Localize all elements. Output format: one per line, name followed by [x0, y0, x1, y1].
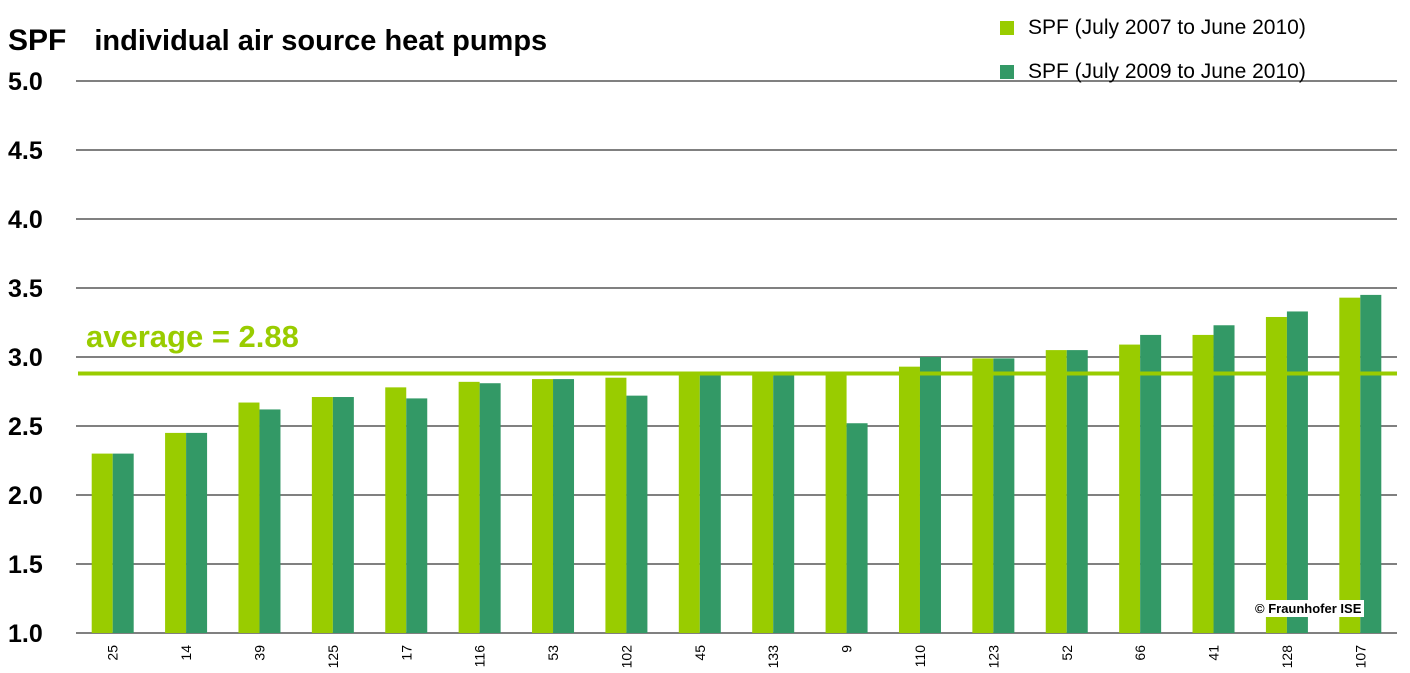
bar-series-2-45 [699, 373, 721, 633]
y-tick-label: 3.0 [8, 344, 43, 372]
average-line-group: average = 2.88 [78, 319, 1397, 376]
bar-series-1-39 [238, 402, 260, 633]
bar-series-1-53 [532, 379, 554, 633]
legend-swatch-series-2 [1000, 65, 1014, 79]
bar-series-1-110 [898, 366, 920, 633]
bar-series-1-14 [165, 432, 187, 633]
legend-label-series-1: SPF (July 2007 to June 2010) [1028, 16, 1306, 39]
legend-item-series-2: SPF (July 2009 to June 2010) [1000, 50, 1306, 94]
x-tick-label: 41 [1206, 645, 1222, 661]
x-tick-label: 17 [398, 645, 414, 661]
bar-series-2-9 [846, 423, 868, 633]
y-tick-label: 2.5 [8, 413, 43, 441]
x-tick-label: 52 [1059, 645, 1075, 661]
bar-series-2-39 [259, 409, 281, 633]
legend: SPF (July 2007 to June 2010) SPF (July 2… [1000, 6, 1306, 94]
x-tick-label: 123 [985, 645, 1001, 669]
bar-series-2-107 [1360, 294, 1382, 633]
x-tick-label: 110 [912, 645, 928, 668]
bars [91, 294, 1382, 633]
bar-series-1-25 [91, 453, 113, 633]
bar-series-1-17 [385, 387, 407, 633]
x-tick-label: 53 [545, 645, 561, 661]
bar-series-1-9 [825, 372, 847, 633]
x-tick-label: 39 [251, 645, 267, 661]
bar-series-2-125 [332, 397, 354, 633]
bar-series-2-110 [919, 357, 941, 633]
bar-series-2-133 [773, 373, 795, 633]
bar-series-2-116 [479, 383, 501, 633]
bar-series-1-133 [752, 373, 774, 633]
y-tick-label: 1.0 [8, 620, 43, 648]
legend-swatch-series-1 [1000, 21, 1014, 35]
x-tick-label: 66 [1132, 645, 1148, 661]
legend-label-series-2: SPF (July 2009 to June 2010) [1028, 60, 1306, 83]
x-tick-label: 107 [1352, 645, 1368, 669]
title-row: SPF individual air source heat pumps [8, 24, 547, 58]
average-label: average = 2.88 [86, 319, 299, 354]
y-tick-label: 1.5 [8, 551, 43, 579]
bar-series-1-66 [1119, 344, 1141, 633]
x-tick-label: 116 [472, 645, 488, 668]
bar-series-1-125 [311, 397, 333, 633]
chart-title: individual air source heat pumps [94, 25, 548, 57]
bar-series-2-53 [553, 379, 575, 633]
bar-series-1-45 [678, 373, 700, 633]
bar-series-1-102 [605, 377, 627, 633]
x-tick-labels: 25 14 39 125 17 116 53 102 45 133 9 110 123 52 66 41 128… [105, 645, 1369, 669]
legend-item-series-1: SPF (July 2007 to June 2010) [1000, 6, 1306, 50]
copyright-annotation: © Fraunhofer ISE [1252, 600, 1365, 617]
bar-series-2-66 [1140, 334, 1162, 633]
bar-series-2-14 [186, 432, 208, 633]
bar-series-2-41 [1213, 325, 1235, 633]
bar-series-1-107 [1339, 297, 1361, 633]
bar-series-2-128 [1286, 311, 1308, 633]
y-tick-label: 5.0 [8, 68, 43, 96]
x-tick-label: 45 [692, 645, 708, 661]
y-tick-labels: 1.0 1.5 2.0 2.5 3.0 3.5 4.0 4.5 5.0 [8, 68, 43, 648]
bar-series-2-102 [626, 395, 648, 633]
y-axis-label: SPF [8, 24, 67, 57]
bar-series-2-123 [993, 358, 1015, 633]
y-tick-label: 2.0 [8, 482, 43, 510]
y-tick-label: 4.0 [8, 206, 43, 234]
x-tick-label: 128 [1279, 645, 1295, 669]
x-tick-label: 133 [765, 645, 781, 669]
y-tick-label: 3.5 [8, 275, 43, 303]
x-tick-label: 25 [105, 645, 121, 661]
bar-series-1-52 [1045, 350, 1067, 633]
bar-series-2-17 [406, 398, 428, 633]
bar-series-2-52 [1066, 350, 1088, 633]
y-tick-label: 4.5 [8, 137, 43, 165]
x-tick-label: 125 [325, 645, 341, 669]
bar-series-1-41 [1192, 334, 1214, 633]
x-tick-label: 102 [618, 645, 634, 669]
bar-series-1-128 [1265, 316, 1287, 633]
gridlines [76, 80, 1397, 634]
x-tick-label: 9 [839, 645, 855, 653]
x-tick-label: 14 [178, 645, 194, 661]
bar-series-1-123 [972, 358, 994, 633]
bar-series-2-25 [112, 453, 134, 633]
bar-series-1-116 [458, 381, 480, 633]
